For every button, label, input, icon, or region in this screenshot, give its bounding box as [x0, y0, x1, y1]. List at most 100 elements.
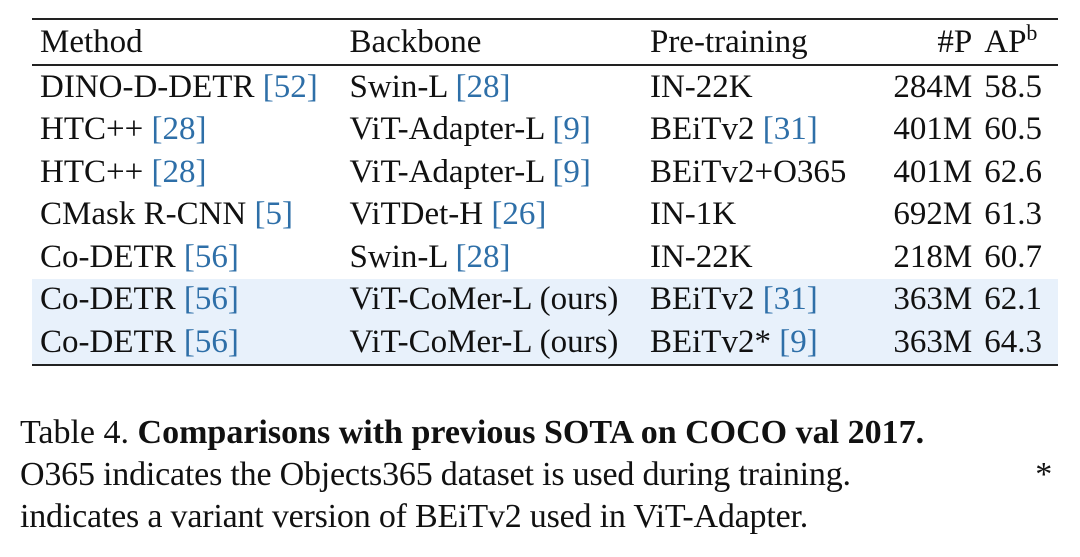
header-ap-superscript: b	[1026, 19, 1038, 45]
ap-value: 58.5	[984, 68, 1042, 105]
table-caption: Table 4. Comparisons with previous SOTA …	[20, 412, 1070, 538]
table-row: Co-DETR [56] ViT-CoMer-L (ours) BEiTv2 [31…	[32, 278, 1058, 321]
caption-title: Comparisons with previous SOTA on COCO v…	[137, 414, 925, 451]
backbone-name: ViT-Adapter-L	[349, 153, 545, 190]
cell-pretraining: IN-22K	[650, 236, 874, 279]
table-row: CMask R-CNN [5] ViTDet-H [26] IN-1K 692M 61.…	[32, 194, 1058, 237]
params-value: 363M	[893, 323, 973, 360]
backbone-citation: [9]	[552, 111, 591, 148]
cell-pretraining: BEiTv2+O365	[650, 151, 874, 194]
method-name: Co-DETR	[40, 238, 176, 275]
method-citation: [28]	[151, 111, 207, 148]
ap-value: 60.7	[984, 238, 1042, 275]
ap-value: 60.5	[984, 111, 1042, 148]
ap-value: 61.3	[984, 196, 1042, 233]
cell-ap: 62.1	[984, 278, 1058, 321]
cell-backbone: ViT-CoMer-L (ours)	[349, 321, 650, 365]
cell-backbone: Swin-L [28]	[349, 65, 650, 109]
method-citation: [52]	[262, 68, 318, 105]
header-ap: APb	[984, 19, 1058, 65]
cell-ap: 62.6	[984, 151, 1058, 194]
ap-value: 64.3	[984, 323, 1042, 360]
params-value: 692M	[893, 196, 973, 233]
header-method: Method	[40, 23, 143, 60]
table-row: Co-DETR [56] ViT-CoMer-L (ours) BEiTv2* [9…	[32, 321, 1058, 365]
method-citation: [56]	[183, 238, 239, 275]
ap-value: 62.1	[984, 281, 1042, 318]
table-row: DINO-D-DETR [52] Swin-L [28] IN-22K 284M 58.…	[32, 65, 1058, 109]
caption-line-3: indicates a variant version of BEiTv2 us…	[20, 498, 809, 535]
cell-params: 363M	[873, 278, 985, 321]
cell-method: HTC++ [28]	[32, 109, 349, 152]
results-table: Method Backbone Pre-training #P APb DINO…	[32, 18, 1058, 366]
cell-params: 284M	[874, 65, 984, 109]
cell-backbone: ViT-Adapter-L [9]	[349, 109, 650, 152]
cell-method: Co-DETR [56]	[32, 321, 350, 365]
backbone-name: ViT-CoMer-L (ours)	[349, 281, 619, 318]
backbone-name: Swin-L	[349, 68, 448, 105]
backbone-name: ViT-Adapter-L	[349, 111, 545, 148]
cell-method: CMask R-CNN [5]	[32, 194, 349, 237]
method-name: HTC++	[40, 111, 144, 148]
method-citation: [5]	[254, 196, 294, 233]
backbone-citation: [28]	[455, 68, 511, 105]
pretraining-name: IN-22K	[649, 68, 753, 105]
pretraining-citation: [31]	[762, 281, 818, 318]
method-name: HTC++	[40, 153, 144, 190]
backbone-name: ViT-CoMer-L (ours)	[349, 323, 619, 360]
header-row: Method Backbone Pre-training #P APb	[32, 19, 1058, 65]
cell-backbone: ViT-Adapter-L [9]	[349, 151, 650, 194]
cell-ap: 58.5	[984, 65, 1058, 109]
cell-ap: 61.3	[984, 194, 1058, 237]
method-citation: [28]	[151, 153, 207, 190]
backbone-citation: [26]	[491, 196, 547, 233]
table-row: HTC++ [28] ViT-Adapter-L [9] BEiTv2+O365 40…	[32, 151, 1058, 194]
backbone-name: ViTDet-H	[349, 196, 484, 233]
table-body: DINO-D-DETR [52] Swin-L [28] IN-22K 284M 58.…	[32, 65, 1058, 365]
table-header: Method Backbone Pre-training #P APb	[32, 19, 1058, 65]
pretraining-name: BEiTv2*	[649, 323, 771, 360]
cell-pretraining: BEiTv2 [31]	[649, 278, 874, 321]
caption-line-2: O365 indicates the Objects365 dataset is…	[20, 454, 1070, 496]
params-value: 363M	[893, 281, 973, 318]
method-name: Co-DETR	[40, 323, 176, 360]
ap-value: 62.6	[984, 153, 1042, 190]
method-citation: [56]	[183, 281, 239, 318]
caption-label: Table 4.	[20, 414, 130, 451]
cell-pretraining: IN-22K	[650, 65, 874, 109]
backbone-citation: [9]	[552, 153, 591, 190]
backbone-citation: [28]	[455, 238, 511, 275]
pretraining-citation: [9]	[779, 323, 818, 360]
header-pretraining: Pre-training	[649, 23, 808, 60]
cell-params: 218M	[874, 236, 984, 279]
cell-params: 401M	[874, 151, 984, 194]
header-ap-text: AP	[984, 23, 1027, 60]
pretraining-citation: [31]	[762, 111, 818, 148]
header-backbone: Backbone	[349, 23, 482, 60]
caption-line-2-text: O365 indicates the Objects365 dataset is…	[20, 456, 851, 493]
cell-ap: 60.5	[984, 109, 1058, 152]
backbone-name: Swin-L	[349, 238, 448, 275]
method-name: DINO-D-DETR	[40, 68, 255, 105]
pretraining-name: IN-22K	[649, 238, 753, 275]
params-value: 218M	[893, 238, 973, 275]
params-value: 284M	[893, 68, 973, 105]
header-params: #P	[937, 23, 973, 60]
table-row: HTC++ [28] ViT-Adapter-L [9] BEiTv2 [31] 40…	[32, 109, 1058, 152]
cell-backbone: Swin-L [28]	[349, 236, 650, 279]
params-value: 401M	[893, 153, 973, 190]
cell-params: 401M	[874, 109, 984, 152]
results-table-container: Method Backbone Pre-training #P APb DINO…	[32, 18, 1058, 366]
cell-params: 692M	[874, 194, 984, 237]
cell-backbone: ViT-CoMer-L (ours)	[349, 278, 650, 321]
cell-method: Co-DETR [56]	[32, 236, 349, 279]
cell-pretraining: BEiTv2* [9]	[649, 321, 874, 365]
params-value: 401M	[893, 111, 973, 148]
pretraining-name: BEiTv2+O365	[649, 153, 847, 190]
method-citation: [56]	[183, 323, 239, 360]
cell-params: 363M	[873, 321, 985, 365]
pretraining-name: BEiTv2	[649, 111, 755, 148]
cell-backbone: ViTDet-H [26]	[349, 194, 650, 237]
pretraining-name: BEiTv2	[649, 281, 755, 318]
cell-ap: 60.7	[984, 236, 1058, 279]
